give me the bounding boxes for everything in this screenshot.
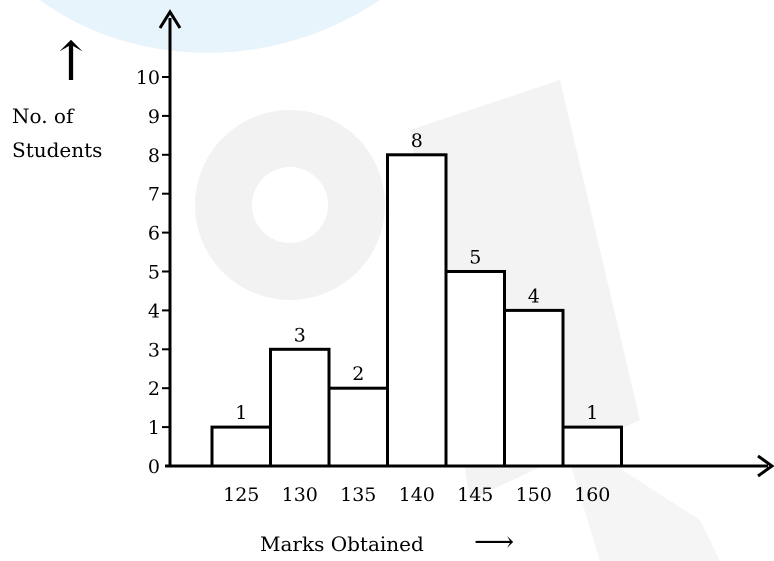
data-label-145: 5 bbox=[469, 247, 481, 269]
bar-160 bbox=[561, 425, 623, 468]
bar-135 bbox=[327, 386, 389, 468]
x-tick-label-135: 135 bbox=[340, 484, 376, 506]
y-tick-label-4: 4 bbox=[148, 300, 160, 322]
x-tick-label-145: 145 bbox=[457, 484, 493, 506]
y-tick-label-10: 10 bbox=[136, 67, 160, 89]
bar-140 bbox=[386, 153, 448, 468]
x-tick-label-130: 130 bbox=[282, 484, 318, 506]
y-tick-label-5: 5 bbox=[148, 262, 160, 284]
bar-150 bbox=[503, 308, 565, 468]
x-tick-label-150: 150 bbox=[516, 484, 552, 506]
x-axis-title-arrow: ⟶ bbox=[474, 525, 514, 558]
y-tick-label-1: 1 bbox=[148, 417, 160, 439]
x-tick-label-160: 160 bbox=[574, 484, 610, 506]
x-tick-label-140: 140 bbox=[399, 484, 435, 506]
y-tick-label-2: 2 bbox=[148, 378, 160, 400]
bar-145 bbox=[444, 270, 506, 468]
y-axis-arrowhead bbox=[158, 9, 182, 29]
bar-130 bbox=[269, 347, 331, 468]
y-axis-title-line1: No. of bbox=[12, 104, 75, 128]
bar-125 bbox=[210, 425, 272, 468]
y-tick-label-6: 6 bbox=[148, 223, 160, 245]
y-axis-title-line2: Students bbox=[12, 138, 102, 162]
data-label-130: 3 bbox=[294, 324, 306, 346]
y-tick-label-8: 8 bbox=[148, 145, 160, 167]
y-tick-label-0: 0 bbox=[148, 456, 160, 478]
y-tick-label-3: 3 bbox=[148, 339, 160, 361]
y-tick-label-7: 7 bbox=[148, 184, 160, 206]
data-label-135: 2 bbox=[352, 363, 364, 385]
data-label-160: 1 bbox=[586, 402, 598, 424]
data-label-150: 4 bbox=[528, 285, 540, 307]
y-axis-arrow: ↑ bbox=[48, 30, 93, 93]
x-axis-title: Marks Obtained bbox=[260, 532, 424, 556]
y-tick-label-9: 9 bbox=[148, 106, 160, 128]
x-axis-arrowhead bbox=[757, 454, 774, 478]
x-tick-label-125: 125 bbox=[223, 484, 259, 506]
data-label-140: 8 bbox=[411, 130, 423, 152]
data-label-125: 1 bbox=[235, 402, 247, 424]
